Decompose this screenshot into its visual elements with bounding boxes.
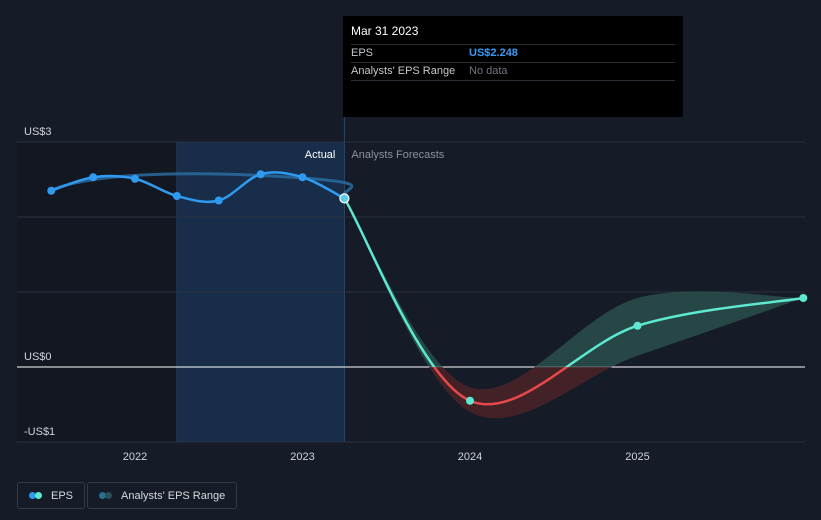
x-tick-label: 2023 [290, 451, 314, 463]
forecast-period-label: Analysts Forecasts [351, 149, 444, 161]
tooltip-row-range: Analysts' EPS Range No data [351, 62, 675, 81]
eps-range-band-negative [429, 367, 612, 419]
tooltip-range-value: No data [469, 65, 508, 77]
hover-tooltip: Mar 31 2023 EPS US$2.248 Analysts' EPS R… [343, 16, 683, 117]
actual-period-label: Actual [305, 149, 336, 161]
eps-actual-point [256, 170, 265, 179]
eps-forecast-point [633, 321, 642, 330]
eps-forecast-point [799, 294, 808, 302]
tooltip-eps-value: US$2.248 [469, 47, 518, 59]
x-tick-label: 2024 [458, 451, 482, 463]
eps-actual-point [339, 193, 350, 204]
eps-actual-point [47, 186, 56, 195]
tooltip-range-label: Analysts' EPS Range [351, 65, 456, 77]
y-tick-label: US$0 [24, 351, 52, 363]
eps-forecast-line-positive [343, 197, 804, 367]
eps-actual-point [298, 173, 307, 182]
eps-swatch-icon [29, 492, 43, 499]
legend-eps-label: EPS [51, 489, 74, 502]
range-swatch-icon [99, 492, 113, 499]
eps-forecast-line-negative [432, 367, 569, 406]
eps-trend-shadow [50, 172, 354, 200]
eps-actual-point [131, 174, 139, 183]
legend-eps-button[interactable]: EPS [17, 482, 86, 509]
tooltip-date: Mar 31 2023 [351, 24, 419, 38]
y-tick-label: US$3 [24, 126, 52, 138]
tooltip-row-eps: EPS US$2.248 [351, 44, 675, 62]
eps-actual-point [172, 192, 181, 200]
y-tick-label: -US$1 [24, 426, 55, 438]
eps-forecast-point [466, 396, 474, 405]
x-tick-label: 2022 [123, 451, 147, 463]
legend-range-label: Analysts' EPS Range [121, 489, 226, 502]
eps-range-band-positive [344, 198, 804, 367]
eps-actual-point [89, 173, 98, 182]
eps-actual-point [214, 196, 223, 205]
legend-range-button[interactable]: Analysts' EPS Range [87, 482, 238, 509]
x-tick-label: 2025 [625, 451, 649, 463]
tooltip-eps-label: EPS [351, 47, 374, 59]
